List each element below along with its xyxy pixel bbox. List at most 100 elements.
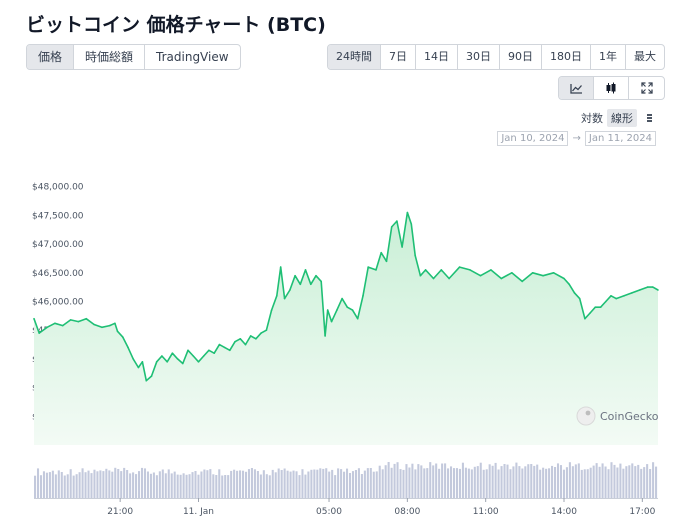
volume-bar — [375, 471, 378, 498]
candlestick-chart-button[interactable] — [594, 77, 629, 99]
volume-bar — [185, 474, 188, 498]
data-point — [46, 326, 48, 329]
data-point — [283, 297, 286, 300]
range-max-button[interactable]: 最大 — [634, 50, 656, 63]
line-chart-button[interactable] — [559, 77, 594, 99]
data-point — [479, 274, 482, 277]
volume-bar — [191, 472, 194, 498]
data-point — [150, 375, 153, 377]
volume-bar — [509, 469, 512, 498]
data-point — [166, 361, 168, 363]
data-point — [594, 306, 597, 309]
volume-bar — [298, 475, 301, 498]
volume-bar — [441, 463, 444, 498]
tab-tradingview[interactable]: TradingView — [156, 50, 229, 64]
volume-bar — [259, 474, 262, 498]
volume-bar — [143, 468, 147, 498]
volume-bar — [515, 462, 518, 498]
volume-bar — [348, 473, 352, 498]
tab-price[interactable]: 価格 — [27, 45, 75, 69]
fullscreen-icon — [640, 82, 653, 94]
volume-bar — [84, 472, 87, 498]
data-point — [218, 343, 221, 346]
volume-bar — [51, 470, 54, 498]
volume-bar — [488, 464, 491, 498]
volume-bar — [152, 472, 155, 498]
volume-bar — [78, 472, 81, 498]
volume-bar — [622, 468, 625, 498]
volume-bar — [96, 471, 99, 498]
data-point — [187, 349, 189, 352]
volume-bar — [354, 470, 357, 498]
volume-bar — [634, 466, 637, 498]
volume-bar — [114, 467, 117, 498]
volume-bar — [227, 475, 230, 498]
volume-bar — [524, 466, 527, 498]
volume-bar — [244, 471, 248, 498]
time-range-selector: 24時間 7日 14日 30日 90日 180日 1年 最大 — [327, 44, 665, 70]
fullscreen-button[interactable] — [629, 77, 664, 99]
volume-bar — [613, 464, 616, 498]
data-point — [490, 269, 492, 271]
range-180d-button[interactable]: 180日 — [542, 45, 591, 69]
volume-bar — [577, 463, 580, 498]
data-point — [108, 324, 111, 327]
volume-bar — [417, 464, 420, 498]
data-point — [324, 335, 326, 337]
hamburger-menu-icon[interactable] — [643, 113, 656, 123]
volume-bar — [485, 469, 488, 498]
volume-bar — [286, 470, 289, 498]
volume-bar — [218, 469, 221, 498]
data-point — [202, 355, 205, 357]
volume-bar — [530, 464, 533, 498]
y-tick-label: $46,000.00 — [32, 298, 84, 308]
data-point — [161, 355, 163, 357]
date-from-input[interactable]: Jan 10, 2024 — [497, 131, 569, 146]
line-chart-icon — [569, 83, 582, 94]
volume-bar — [637, 464, 640, 498]
price-line — [33, 211, 659, 382]
date-to-input[interactable]: Jan 11, 2024 — [584, 131, 656, 146]
volume-bar — [360, 474, 363, 498]
volume-bar — [610, 462, 613, 498]
range-1y-button[interactable]: 1年 — [591, 45, 626, 69]
range-24h-button[interactable]: 24時間 — [328, 45, 381, 69]
volume-bar — [476, 466, 479, 498]
volume-bar — [539, 469, 542, 498]
volume-bar — [236, 470, 239, 498]
range-90d-button[interactable]: 90日 — [500, 45, 542, 69]
volume-bar — [126, 470, 129, 498]
data-point — [410, 223, 413, 225]
data-point — [552, 272, 555, 274]
volume-bar — [209, 469, 212, 498]
volume-bar — [461, 462, 464, 498]
tab-market-cap[interactable]: 時価総額 — [74, 45, 146, 69]
volume-bar — [117, 469, 120, 498]
volume-bar — [277, 468, 280, 498]
linear-scale-button[interactable]: 線形 — [607, 109, 637, 127]
range-30d-button[interactable]: 30日 — [458, 45, 500, 69]
volume-bar — [649, 469, 652, 498]
data-point — [176, 358, 179, 360]
volume-bar — [652, 462, 655, 498]
range-7d-button[interactable]: 7日 — [381, 45, 416, 69]
volume-bar — [233, 469, 236, 498]
volume-bar — [221, 475, 224, 498]
volume-bar — [48, 472, 51, 498]
view-tabs: 価格 時価総額 TradingView — [26, 44, 241, 70]
data-point — [326, 309, 329, 311]
data-point — [657, 289, 659, 291]
log-scale-button[interactable]: 対数 — [581, 112, 603, 125]
volume-bar — [640, 468, 643, 498]
data-point — [385, 260, 388, 263]
volume-bar — [120, 471, 123, 498]
data-point — [229, 349, 231, 352]
data-point — [192, 355, 195, 357]
data-point — [265, 329, 268, 332]
data-point — [304, 269, 307, 271]
volume-bar — [363, 470, 366, 498]
data-point — [406, 211, 409, 214]
volume-bar — [340, 469, 343, 498]
volume-bar — [589, 467, 592, 498]
range-14d-button[interactable]: 14日 — [416, 45, 458, 69]
